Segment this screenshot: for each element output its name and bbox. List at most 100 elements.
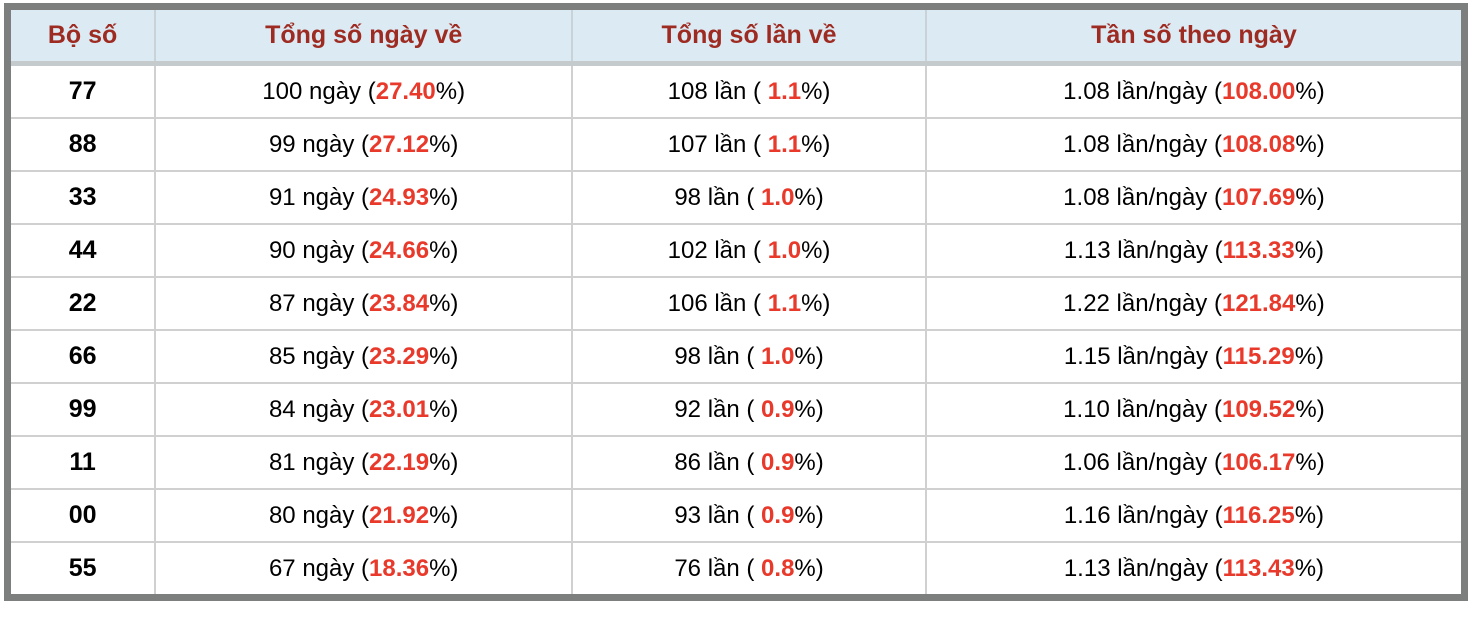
table-row: 44 90 ngày (24.66%) 102 lần ( 1.0%) 1.13… bbox=[7, 224, 1465, 278]
open-paren: ( bbox=[1207, 501, 1223, 529]
header-row: Bộ số Tổng số ngày về Tổng số lần về Tần… bbox=[7, 6, 1465, 66]
freq-percent: 113.43 bbox=[1222, 554, 1295, 582]
pair-cell: 66 bbox=[7, 330, 157, 384]
pair-cell: 77 bbox=[7, 63, 157, 119]
days-cell: 99 ngày (27.12%) bbox=[155, 118, 574, 172]
open-paren: ( bbox=[1207, 130, 1222, 158]
open-paren: ( bbox=[1207, 289, 1222, 317]
days-cell: 80 ngày (21.92%) bbox=[155, 489, 574, 543]
times-text: 86 lần bbox=[674, 448, 740, 476]
days-text: 87 ngày bbox=[268, 289, 355, 317]
pair-value: 33 bbox=[68, 183, 97, 211]
freq-text: 1.22 lần/ngày bbox=[1063, 289, 1208, 317]
freq-text: 1.13 lần/ngày bbox=[1063, 236, 1208, 264]
days-percent: 23.29 bbox=[369, 342, 430, 370]
open-paren: ( bbox=[746, 130, 768, 158]
header-pair: Bộ số bbox=[7, 6, 157, 66]
pair-cell: 88 bbox=[7, 118, 157, 172]
close-paren: %) bbox=[801, 77, 831, 105]
pair-cell: 11 bbox=[7, 436, 157, 490]
open-paren: ( bbox=[739, 183, 762, 211]
days-cell: 87 ngày (23.84%) bbox=[155, 277, 574, 331]
close-paren: %) bbox=[1295, 289, 1325, 317]
freq-text: 1.13 lần/ngày bbox=[1063, 554, 1208, 582]
times-text: 98 lần bbox=[674, 342, 740, 370]
freq-percent: 108.08 bbox=[1221, 130, 1296, 158]
pair-value: 55 bbox=[68, 554, 97, 582]
close-paren: %) bbox=[794, 501, 824, 529]
open-paren: ( bbox=[1207, 236, 1223, 264]
close-paren: %) bbox=[794, 554, 824, 582]
times-text: 76 lần bbox=[674, 554, 740, 582]
freq-cell: 1.16 lần/ngày (116.25%) bbox=[925, 489, 1465, 543]
open-paren: ( bbox=[746, 77, 768, 105]
days-percent: 18.36 bbox=[369, 554, 430, 582]
days-text: 85 ngày bbox=[268, 342, 355, 370]
freq-cell: 1.08 lần/ngày (108.00%) bbox=[925, 63, 1465, 119]
days-percent: 21.92 bbox=[369, 501, 430, 529]
table-header: Bộ số Tổng số ngày về Tổng số lần về Tần… bbox=[7, 6, 1465, 66]
pair-value: 22 bbox=[68, 289, 97, 317]
times-text: 108 lần bbox=[667, 77, 747, 105]
close-paren: %) bbox=[1295, 183, 1325, 211]
open-paren: ( bbox=[354, 448, 370, 476]
days-text: 91 ngày bbox=[268, 183, 355, 211]
days-text: 84 ngày bbox=[268, 395, 355, 423]
pair-value: 77 bbox=[68, 77, 97, 105]
days-cell: 90 ngày (24.66%) bbox=[155, 224, 574, 278]
open-paren: ( bbox=[354, 342, 370, 370]
close-paren: %) bbox=[794, 395, 824, 423]
days-percent: 24.66 bbox=[369, 236, 430, 264]
days-cell: 85 ngày (23.29%) bbox=[155, 330, 574, 384]
close-paren: %) bbox=[1294, 501, 1325, 529]
close-paren: %) bbox=[1295, 77, 1325, 105]
days-cell: 91 ngày (24.93%) bbox=[155, 171, 574, 225]
open-paren: ( bbox=[739, 342, 762, 370]
close-paren: %) bbox=[429, 289, 459, 317]
table-row: 00 80 ngày (21.92%) 93 lần ( 0.9%) 1.16 … bbox=[7, 489, 1465, 543]
freq-cell: 1.08 lần/ngày (107.69%) bbox=[925, 171, 1465, 225]
freq-percent: 107.69 bbox=[1221, 183, 1296, 211]
table-row: 33 91 ngày (24.93%) 98 lần ( 1.0%) 1.08 … bbox=[7, 171, 1465, 225]
days-text: 80 ngày bbox=[268, 501, 355, 529]
open-paren: ( bbox=[1207, 342, 1223, 370]
pair-cell: 44 bbox=[7, 224, 157, 278]
open-paren: ( bbox=[354, 289, 370, 317]
open-paren: ( bbox=[354, 183, 370, 211]
times-cell: 92 lần ( 0.9%) bbox=[572, 383, 927, 437]
days-cell: 100 ngày (27.40%) bbox=[155, 63, 574, 119]
days-text: 67 ngày bbox=[268, 554, 355, 582]
close-paren: %) bbox=[435, 77, 466, 105]
times-percent: 1.1 bbox=[767, 289, 802, 317]
freq-cell: 1.08 lần/ngày (108.08%) bbox=[925, 118, 1465, 172]
pair-value: 66 bbox=[68, 342, 97, 370]
freq-cell: 1.06 lần/ngày (106.17%) bbox=[925, 436, 1465, 490]
header-frequency: Tần số theo ngày bbox=[925, 6, 1465, 66]
times-text: 92 lần bbox=[674, 395, 740, 423]
open-paren: ( bbox=[746, 289, 768, 317]
pair-value: 44 bbox=[68, 236, 97, 264]
times-percent: 0.9 bbox=[761, 448, 795, 476]
days-text: 99 ngày bbox=[268, 130, 355, 158]
close-paren: %) bbox=[1294, 342, 1325, 370]
days-text: 100 ngày bbox=[262, 77, 362, 105]
open-paren: ( bbox=[1207, 554, 1223, 582]
freq-text: 1.06 lần/ngày bbox=[1063, 448, 1208, 476]
pair-cell: 55 bbox=[7, 542, 157, 598]
days-cell: 81 ngày (22.19%) bbox=[155, 436, 574, 490]
close-paren: %) bbox=[429, 501, 459, 529]
open-paren: ( bbox=[1207, 448, 1222, 476]
times-text: 93 lần bbox=[674, 501, 740, 529]
open-paren: ( bbox=[354, 501, 370, 529]
open-paren: ( bbox=[354, 130, 370, 158]
freq-percent: 108.00 bbox=[1221, 77, 1296, 105]
table-row: 99 84 ngày (23.01%) 92 lần ( 0.9%) 1.10 … bbox=[7, 383, 1465, 437]
close-paren: %) bbox=[429, 448, 459, 476]
pair-value: 00 bbox=[68, 501, 97, 529]
freq-percent: 115.29 bbox=[1222, 342, 1295, 370]
open-paren: ( bbox=[739, 395, 762, 423]
freq-cell: 1.22 lần/ngày (121.84%) bbox=[925, 277, 1465, 331]
close-paren: %) bbox=[801, 289, 831, 317]
close-paren: %) bbox=[429, 554, 459, 582]
